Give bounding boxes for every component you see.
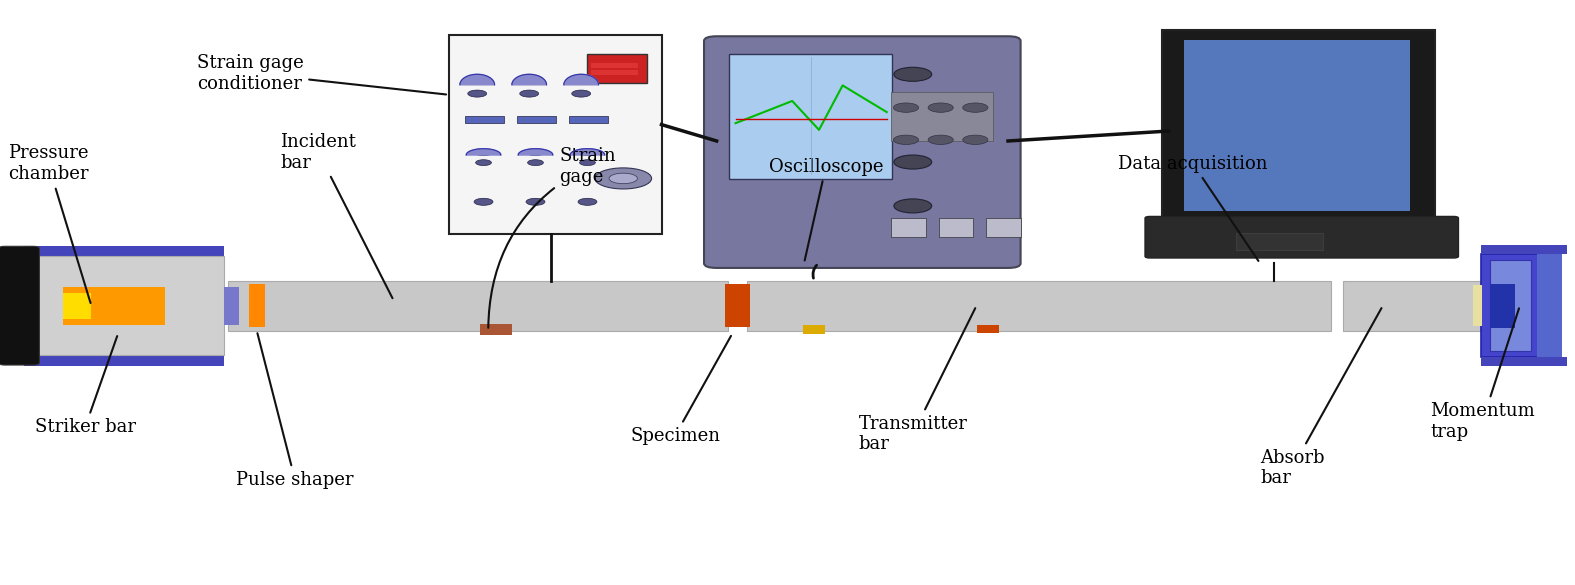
Circle shape bbox=[893, 135, 918, 144]
Circle shape bbox=[595, 168, 652, 189]
Text: Pulse shaper: Pulse shaper bbox=[236, 333, 354, 488]
Bar bbox=[591, 63, 638, 68]
Text: Oscilloscope: Oscilloscope bbox=[769, 158, 884, 260]
Text: Strain
gage: Strain gage bbox=[488, 147, 616, 328]
Polygon shape bbox=[570, 149, 605, 155]
Bar bbox=[24, 246, 224, 256]
Text: Data acquisition: Data acquisition bbox=[1118, 155, 1268, 261]
Circle shape bbox=[578, 149, 597, 156]
Bar bbox=[1480, 357, 1567, 366]
Bar bbox=[587, 54, 647, 83]
Bar bbox=[465, 116, 504, 123]
Bar bbox=[63, 287, 165, 325]
Text: Incident
bar: Incident bar bbox=[280, 133, 392, 298]
Bar bbox=[24, 256, 224, 355]
Circle shape bbox=[928, 135, 953, 144]
Bar bbox=[1537, 254, 1562, 357]
Bar bbox=[1343, 281, 1480, 331]
Bar bbox=[569, 116, 608, 123]
Bar bbox=[63, 292, 91, 319]
Bar bbox=[803, 325, 825, 334]
Bar bbox=[986, 218, 1021, 237]
FancyBboxPatch shape bbox=[1145, 216, 1458, 258]
Circle shape bbox=[895, 111, 932, 125]
Bar bbox=[1480, 254, 1559, 357]
Circle shape bbox=[468, 90, 487, 97]
Bar bbox=[724, 284, 750, 327]
Circle shape bbox=[526, 198, 545, 205]
Bar bbox=[1480, 245, 1567, 254]
FancyBboxPatch shape bbox=[1162, 30, 1435, 222]
Bar bbox=[1490, 260, 1531, 351]
Circle shape bbox=[476, 160, 491, 166]
Bar bbox=[1473, 285, 1482, 326]
Circle shape bbox=[578, 198, 597, 205]
Circle shape bbox=[572, 90, 591, 97]
FancyBboxPatch shape bbox=[0, 246, 39, 365]
Circle shape bbox=[474, 198, 493, 205]
Circle shape bbox=[928, 103, 953, 112]
Text: Absorb
bar: Absorb bar bbox=[1260, 308, 1381, 487]
Bar bbox=[249, 284, 265, 327]
Bar bbox=[591, 70, 638, 75]
Circle shape bbox=[526, 149, 545, 156]
Bar bbox=[891, 218, 926, 237]
Text: Transmitter
bar: Transmitter bar bbox=[858, 308, 975, 453]
Bar bbox=[449, 35, 662, 234]
Text: Pressure
chamber: Pressure chamber bbox=[8, 144, 90, 303]
Text: Momentum
trap: Momentum trap bbox=[1430, 308, 1536, 441]
Circle shape bbox=[895, 67, 932, 81]
Bar bbox=[24, 355, 224, 366]
Bar bbox=[891, 92, 994, 141]
Circle shape bbox=[520, 90, 539, 97]
Bar bbox=[1184, 40, 1410, 211]
Text: Strain gage
conditioner: Strain gage conditioner bbox=[197, 54, 446, 94]
Bar bbox=[517, 116, 556, 123]
Polygon shape bbox=[460, 74, 495, 85]
Bar bbox=[729, 54, 893, 179]
Circle shape bbox=[895, 155, 932, 169]
Circle shape bbox=[893, 103, 918, 112]
FancyBboxPatch shape bbox=[704, 36, 1021, 268]
Bar bbox=[976, 325, 999, 333]
Bar bbox=[228, 281, 728, 331]
Circle shape bbox=[895, 199, 932, 213]
Circle shape bbox=[962, 135, 988, 144]
Bar bbox=[480, 324, 512, 335]
Bar bbox=[1236, 233, 1323, 250]
Bar bbox=[747, 281, 1331, 331]
Polygon shape bbox=[512, 74, 547, 85]
Bar bbox=[1490, 284, 1515, 328]
Text: Striker bar: Striker bar bbox=[35, 336, 135, 436]
Circle shape bbox=[610, 173, 638, 184]
Bar bbox=[224, 287, 239, 325]
Bar bbox=[939, 218, 973, 237]
Polygon shape bbox=[466, 149, 501, 155]
Text: Specimen: Specimen bbox=[630, 336, 731, 445]
Polygon shape bbox=[564, 74, 598, 85]
Polygon shape bbox=[518, 149, 553, 155]
Circle shape bbox=[962, 103, 988, 112]
Circle shape bbox=[528, 160, 543, 166]
Circle shape bbox=[474, 149, 493, 156]
Circle shape bbox=[580, 160, 595, 166]
